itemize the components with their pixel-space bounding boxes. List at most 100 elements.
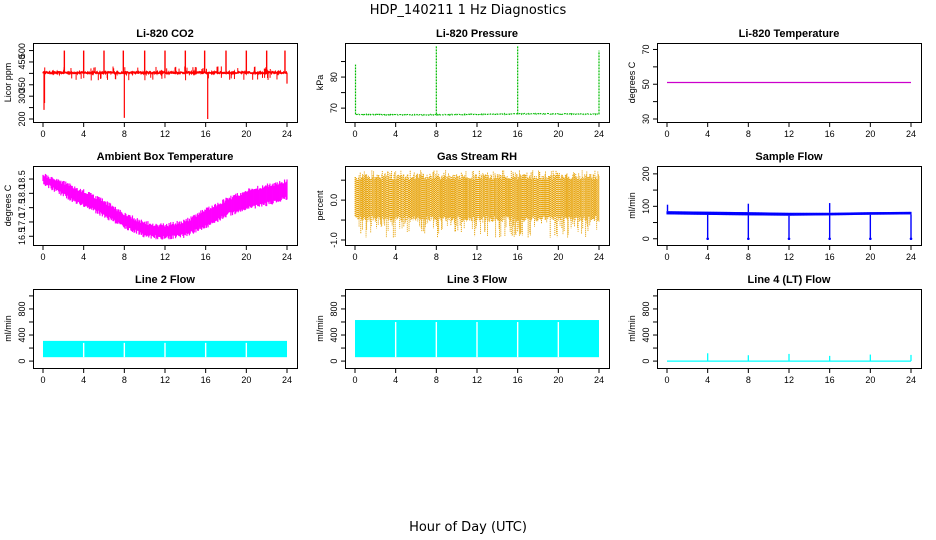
- figure-title: HDP_140211 1 Hz Diagnostics: [370, 3, 567, 18]
- x-tick-label: 20: [241, 129, 251, 139]
- series-line3: [355, 320, 599, 358]
- y-axis-label: ml/min: [315, 315, 325, 342]
- panel-sample: Sample Flow ml/min 0 4 8 12 16 20 24 0 100 200: [627, 151, 922, 262]
- x-tick-label: 8: [122, 375, 127, 385]
- y-tick-label: 50: [641, 79, 651, 89]
- x-tick-label: 20: [553, 129, 563, 139]
- x-tick-label: 24: [906, 375, 916, 385]
- x-tick-label: 8: [434, 129, 439, 139]
- y-tick-label: 200: [641, 166, 651, 181]
- x-tick-label: 12: [160, 252, 170, 262]
- panel-title: Li-820 Pressure: [436, 28, 518, 40]
- panel-title: Li-820 CO2: [136, 28, 193, 40]
- panel-rh: Gas Stream RH percent 0 4 8 12 16 20 24 -1.0 0.0: [315, 151, 610, 262]
- y-axis: -1.0 0.0: [329, 179, 346, 248]
- y-tick-label: 0: [641, 236, 651, 241]
- y-tick-label: 18.0: [17, 185, 27, 203]
- x-tick-label: 20: [553, 375, 563, 385]
- x-tick-label: 4: [393, 129, 398, 139]
- series-co2: [42, 50, 288, 119]
- y-axis-label: kPa: [315, 75, 325, 91]
- x-tick-label: 4: [393, 252, 398, 262]
- x-tick-label: 12: [784, 129, 794, 139]
- x-axis: 0 4 8 12 16 20 24: [40, 245, 292, 262]
- panel-title: Line 2 Flow: [135, 274, 195, 286]
- x-tick-label: 20: [865, 375, 875, 385]
- panel-pressure: Li-820 Pressure kPa 0 4 8 12 16 20 24 70 80: [315, 28, 610, 139]
- panel-title: Sample Flow: [755, 151, 823, 163]
- x-tick-label: 8: [434, 252, 439, 262]
- y-tick-label: 70: [329, 103, 339, 113]
- x-tick-label: 16: [825, 129, 835, 139]
- series-pressure: [354, 46, 600, 117]
- sample-drop-point: [909, 237, 913, 241]
- y-axis: 0 400 800: [17, 295, 34, 364]
- x-tick-label: 4: [81, 375, 86, 385]
- y-tick-label: 16.5: [17, 228, 27, 246]
- y-tick-label: 0: [641, 359, 651, 364]
- x-tick-label: 8: [434, 375, 439, 385]
- x-tick-label: 16: [201, 252, 211, 262]
- series-sample: [666, 203, 913, 241]
- y-tick-label: 18.5: [17, 170, 27, 188]
- panel-title: Gas Stream RH: [437, 151, 517, 163]
- y-axis-label: ml/min: [627, 192, 637, 219]
- panel-title: Ambient Box Temperature: [97, 151, 234, 163]
- x-tick-label: 24: [594, 375, 604, 385]
- panel-line3: Line 3 Flow ml/min 0 4 8 12 16 20 24 0 400 800: [315, 274, 610, 385]
- y-tick-label: -1.0: [329, 232, 339, 248]
- y-tick-label: 400: [17, 328, 27, 343]
- x-tick-label: 20: [553, 252, 563, 262]
- y-tick-label: 800: [329, 301, 339, 316]
- x-tick-label: 24: [906, 129, 916, 139]
- y-tick-label: 350: [17, 77, 27, 92]
- y-tick-label: 800: [17, 301, 27, 316]
- x-tick-label: 4: [705, 129, 710, 139]
- y-tick-label: 17.5: [17, 199, 27, 217]
- x-tick-label: 8: [122, 129, 127, 139]
- y-tick-label: 30: [641, 114, 651, 124]
- x-tick-label: 0: [664, 129, 669, 139]
- x-tick-label: 12: [160, 129, 170, 139]
- x-tick-label: 0: [352, 129, 357, 139]
- x-tick-label: 16: [825, 252, 835, 262]
- y-tick-label: 800: [641, 301, 651, 316]
- y-axis: 30 50 70: [641, 44, 658, 124]
- series-line2: [43, 340, 287, 358]
- x-axis: 0 4 8 12 16 20 24: [664, 245, 916, 262]
- x-tick-label: 12: [784, 375, 794, 385]
- x-tick-label: 0: [664, 252, 669, 262]
- y-axis: 0 400 800: [329, 295, 346, 364]
- x-tick-label: 24: [906, 252, 916, 262]
- y-tick-label: 200: [17, 111, 27, 126]
- x-tick-label: 12: [472, 129, 482, 139]
- x-tick-label: 8: [746, 375, 751, 385]
- y-axis-label: degrees C: [627, 61, 637, 103]
- y-tick-label: 400: [641, 328, 651, 343]
- x-tick-label: 0: [352, 252, 357, 262]
- x-tick-label: 20: [865, 252, 875, 262]
- sample-drop-point: [787, 237, 791, 241]
- x-tick-label: 24: [594, 252, 604, 262]
- sample-drop-point: [747, 237, 750, 241]
- x-tick-label: 16: [201, 375, 211, 385]
- x-tick-label: 0: [664, 375, 669, 385]
- figure-xlabel: Hour of Day (UTC): [409, 520, 527, 535]
- y-tick-label: 0: [329, 359, 339, 364]
- sample-drop-point: [828, 237, 831, 241]
- panel-temperature: Li-820 Temperature degrees C 0 4 8 12 16 20 24 30…: [627, 28, 922, 139]
- y-tick-label: 70: [641, 44, 651, 54]
- x-tick-label: 20: [241, 375, 251, 385]
- panel-line4: Line 4 (LT) Flow ml/min 0 4 8 12 16 20 24 0 400 800: [627, 274, 922, 385]
- x-tick-label: 4: [81, 252, 86, 262]
- x-tick-label: 12: [472, 252, 482, 262]
- x-tick-label: 16: [513, 129, 523, 139]
- x-axis: 0 4 8 12 16 20 24: [352, 245, 604, 262]
- y-axis: 70 80: [329, 61, 346, 113]
- panel-title: Line 3 Flow: [447, 274, 507, 286]
- panel-title: Line 4 (LT) Flow: [748, 274, 831, 286]
- x-tick-label: 24: [282, 129, 292, 139]
- y-axis-label: percent: [315, 190, 325, 221]
